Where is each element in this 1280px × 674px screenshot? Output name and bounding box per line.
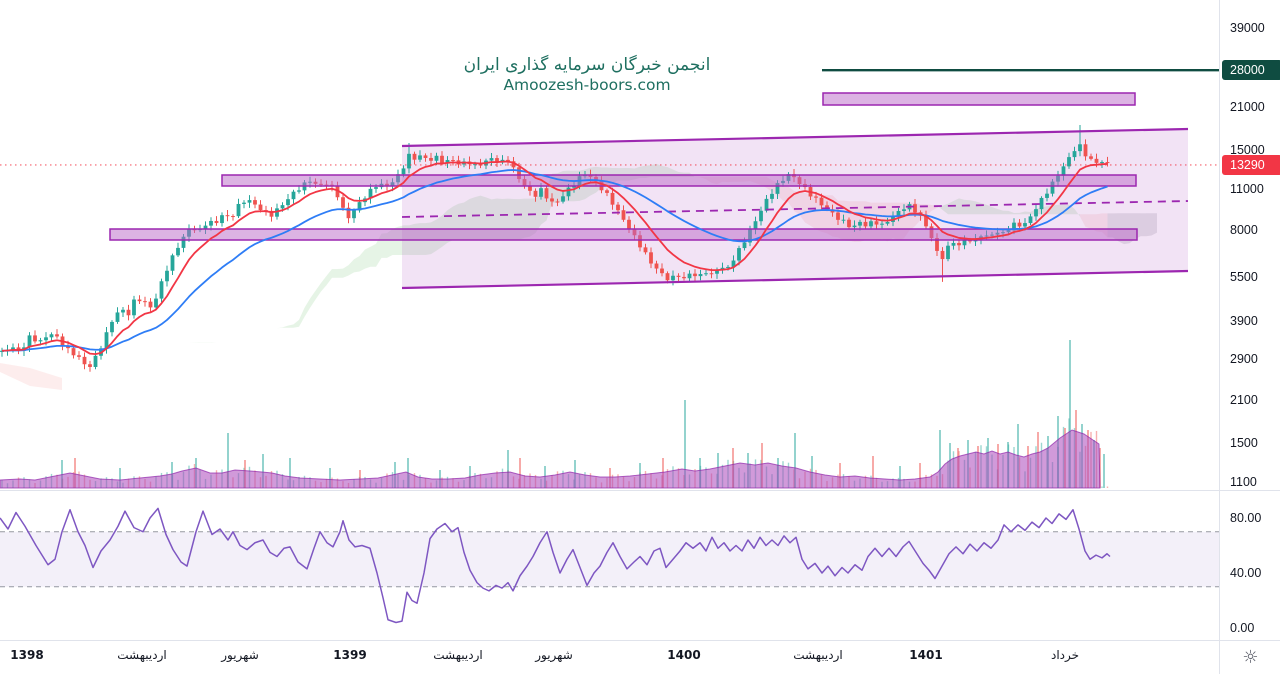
- pane-divider: [1220, 490, 1280, 491]
- axis-settings-cell: ☼: [1220, 641, 1280, 674]
- time-label: 1398: [10, 648, 44, 662]
- time-label: شهریور: [221, 648, 259, 662]
- price-tick: 1100: [1230, 474, 1257, 489]
- price-tick: 5500: [1230, 270, 1258, 285]
- time-label: اردیبهشت: [793, 648, 843, 662]
- time-label: 1400: [667, 648, 701, 662]
- price-tick: 39000: [1230, 21, 1265, 35]
- price-tick: 2900: [1230, 351, 1258, 366]
- last-price-badge: 13290: [1222, 154, 1280, 175]
- price-tick: 11000: [1230, 182, 1264, 197]
- oscillator-tick: 80.00: [1230, 511, 1262, 525]
- oscillator-tick: 0.00: [1230, 621, 1255, 635]
- price-tick: 21000: [1230, 99, 1265, 114]
- price-tick: 15000: [1230, 142, 1265, 157]
- time-label: اردیبهشت: [117, 648, 167, 662]
- time-axis[interactable]: 1398 اردیبهشت شهریور 1399 اردیبهشت شهریور 1400…: [0, 640, 1219, 674]
- time-label: خرداد: [1050, 648, 1080, 662]
- price-tick: 2100: [1230, 392, 1258, 407]
- watermark-line-2: Amoozesh-boors.com: [503, 76, 671, 94]
- oscillator-tick: 40.00: [1230, 566, 1262, 580]
- price-tick: 1500: [1230, 435, 1258, 450]
- price-axis[interactable]: 28000 13290 ☼ 39000 21000 15000 11000 8000 55…: [1219, 0, 1280, 674]
- time-label: اردیبهشت: [433, 648, 483, 662]
- price-tick: 8000: [1230, 222, 1258, 237]
- price-tick: 3900: [1230, 313, 1258, 328]
- time-label: شهریور: [535, 648, 573, 662]
- resistance-price-badge: 28000: [1222, 60, 1280, 81]
- pane-divider: [1220, 640, 1280, 641]
- time-label: 1399: [333, 648, 367, 662]
- time-label: 1401: [909, 648, 943, 662]
- watermark-line-1: انجمن خبرگان سرمایه گذاری ایران: [463, 55, 711, 75]
- gear-icon[interactable]: ☼: [1242, 646, 1259, 668]
- watermark: انجمن خبرگان سرمایه گذاری ایران Amoozesh…: [320, 54, 854, 95]
